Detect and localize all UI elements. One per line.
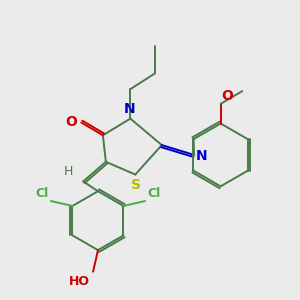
Text: O: O	[222, 89, 233, 103]
Text: S: S	[131, 178, 141, 193]
Text: N: N	[196, 149, 208, 163]
Text: Cl: Cl	[147, 187, 160, 200]
Text: HO: HO	[69, 274, 90, 288]
Text: H: H	[64, 166, 74, 178]
Text: N: N	[124, 102, 135, 116]
Text: O: O	[65, 115, 77, 128]
Text: Cl: Cl	[36, 187, 49, 200]
